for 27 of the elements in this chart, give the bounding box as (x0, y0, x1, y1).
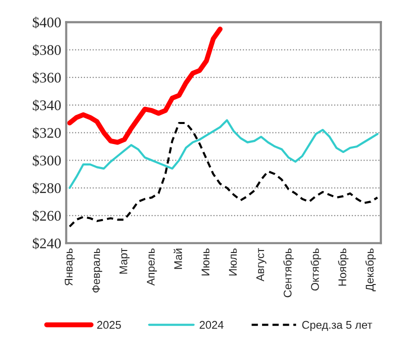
x-tick-label: Июнь (202, 248, 210, 276)
legend-label: 2025 (97, 320, 121, 329)
y-tick-label: $380 (32, 44, 61, 56)
y-tick-label: $320 (32, 127, 61, 139)
y-tick-label: $300 (32, 154, 61, 166)
x-tick-label: Март (120, 248, 130, 274)
x-tick-label: Август (256, 248, 266, 282)
x-tick-label: Декабрь (365, 248, 376, 292)
x-tick-label: Ноябрь (338, 248, 348, 286)
y-tick-label: $340 (32, 100, 61, 112)
x-tick-label: Май (174, 248, 182, 269)
x-tick-label: Апрель (146, 248, 157, 286)
y-tick-label: $280 (32, 182, 61, 194)
x-tick-label: Февраль (92, 248, 102, 293)
line-series (68, 119, 378, 189)
line-series (67, 26, 223, 145)
y-tick-label: $360 (32, 72, 61, 84)
line-series (68, 122, 378, 228)
x-tick-label: Январь (64, 248, 75, 286)
y-tick-label: $260 (32, 210, 61, 222)
y-tick-label: $400 (32, 16, 61, 28)
legend-label: 2024 (200, 320, 224, 329)
legend-label: Сред.за 5 лет (302, 320, 372, 331)
x-tick-label: Июль (229, 248, 237, 276)
y-tick-label: $240 (32, 238, 61, 250)
x-tick-label: Сентябрь (283, 248, 294, 298)
x-tick-label: Октябрь (310, 248, 322, 291)
